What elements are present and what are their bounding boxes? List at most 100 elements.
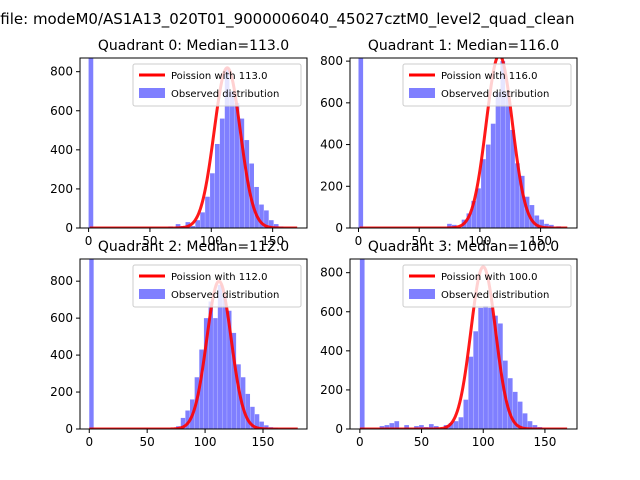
y-tick-label: 400: [320, 138, 343, 152]
histogram-bar: [517, 401, 523, 429]
x-tick-label: 100: [472, 435, 495, 449]
histogram-bar: [453, 421, 459, 429]
histogram-bar: [89, 259, 94, 429]
x-tick-label: 100: [468, 234, 491, 248]
histogram-bar: [532, 425, 538, 429]
histogram-bar: [549, 224, 554, 228]
histogram-bar: [231, 332, 237, 429]
histogram-bar: [394, 421, 400, 429]
histogram-bar: [273, 224, 279, 228]
legend-label-observed: Observed distribution: [441, 290, 549, 301]
subplot-quadrant-2: 0 50 100 150 0 200 400 600 800 Quadrant 2: Median…: [50, 239, 308, 449]
histogram-bar: [190, 226, 196, 228]
legend: Poission with 100.0 Observed distribution: [402, 264, 572, 308]
legend-swatch-observed: [409, 88, 435, 98]
y-tick-label: 800: [320, 266, 343, 280]
histogram-bar: [214, 143, 220, 228]
axes-frame: [349, 258, 578, 430]
histogram-bar: [527, 421, 533, 429]
histogram-bar: [481, 159, 486, 228]
x-tick-label: 150: [533, 435, 556, 449]
histogram-bar: [199, 349, 204, 429]
histogram-bar: [239, 118, 245, 228]
histogram-bar: [534, 215, 540, 228]
x-tick-label: 0: [355, 234, 363, 248]
subplot-title: Quadrant 3: Median=100.0: [368, 239, 559, 255]
histogram-bar: [500, 61, 506, 228]
histogram-bar: [224, 67, 230, 228]
y-tick-label: 0: [65, 422, 73, 436]
histogram-bar: [495, 92, 501, 228]
poisson-curve: [88, 66, 299, 228]
histogram-bar: [236, 364, 241, 429]
histogram-bar: [208, 301, 213, 429]
x-tick-label: 100: [200, 234, 223, 248]
poisson-curve: [358, 58, 569, 228]
x-tick-label: 150: [252, 435, 275, 449]
histogram-bar: [222, 295, 227, 429]
histogram-bar: [254, 186, 259, 228]
legend-swatch-observed: [139, 88, 165, 98]
x-tick-label: 50: [412, 234, 427, 248]
histogram-bar: [254, 414, 260, 429]
legend-label-poisson: Poission with 113.0: [171, 71, 267, 82]
legend-box: [132, 63, 302, 107]
histogram-bar: [483, 305, 488, 429]
y-tick-label: 0: [335, 221, 343, 235]
histogram-bar: [259, 204, 264, 228]
histogram-bar: [490, 123, 496, 228]
legend-label-poisson: Poission with 116.0: [441, 71, 537, 82]
y-tick-label: 800: [320, 54, 343, 68]
histogram-bar: [476, 188, 481, 228]
axes-frame: [349, 57, 578, 229]
plot-area: [88, 58, 299, 228]
histogram-bar: [458, 417, 464, 429]
histogram-bar: [448, 423, 454, 429]
axes-frame: [79, 57, 308, 229]
histogram-bar: [447, 223, 452, 228]
histogram-bar: [185, 410, 190, 429]
x-tick-label: 50: [142, 234, 157, 248]
subplot-title: Quadrant 1: Median=116.0: [368, 38, 559, 54]
histogram-bar: [268, 220, 274, 228]
histogram-bar: [384, 425, 390, 429]
histogram-bar: [404, 425, 409, 429]
subplot-grid: 0 50 100 150 0 200 400 600 800 Quadrant 0: Median…: [50, 38, 578, 449]
legend-label-observed: Observed distribution: [171, 89, 279, 100]
histogram-bar: [389, 423, 395, 429]
histogram-bar: [210, 173, 215, 228]
y-tick-label: 0: [335, 422, 343, 436]
y-tick-label: 200: [50, 385, 73, 399]
histogram-bar: [259, 421, 264, 429]
legend-label-poisson: Poission with 112.0: [171, 272, 267, 283]
histogram-bar: [428, 424, 434, 429]
histogram-bar: [544, 223, 549, 228]
y-tick-label: 200: [50, 182, 73, 196]
histogram-bar: [507, 378, 513, 429]
y-tick-label: 600: [50, 311, 73, 325]
histogram-bar: [229, 91, 235, 228]
histogram-bar: [510, 129, 515, 228]
y-tick-label: 400: [320, 344, 343, 358]
y-tick-label: 400: [50, 143, 73, 157]
histogram-bar: [529, 205, 535, 228]
y-tick-label: 600: [320, 96, 343, 110]
y-tick-label: 200: [320, 179, 343, 193]
histogram-bar: [227, 310, 232, 429]
histogram-bar: [466, 213, 472, 228]
y-tick-label: 800: [50, 274, 73, 288]
histogram-bar: [522, 413, 528, 429]
histogram-bar: [358, 58, 364, 228]
histogram-bar: [359, 259, 365, 429]
histogram-bar: [505, 92, 510, 228]
y-tick-label: 600: [50, 104, 73, 118]
y-tick-label: 400: [50, 348, 73, 362]
x-tick-label: 0: [85, 435, 93, 449]
x-tick-label: 100: [194, 435, 217, 449]
histogram-bar: [463, 399, 469, 429]
figure-suptitle: n file: modeM0/AS1A13_020T01_9000006040_…: [0, 10, 575, 29]
subplot-quadrant-1: 0 50 100 150 0 200 400 600 800 Quadrant 1: Median…: [320, 38, 578, 248]
x-tick-label: 0: [356, 435, 364, 449]
histogram-bar: [217, 284, 223, 429]
subplot-quadrant-0: 0 50 100 150 0 200 400 600 800 Quadrant 0: Median…: [50, 38, 308, 248]
